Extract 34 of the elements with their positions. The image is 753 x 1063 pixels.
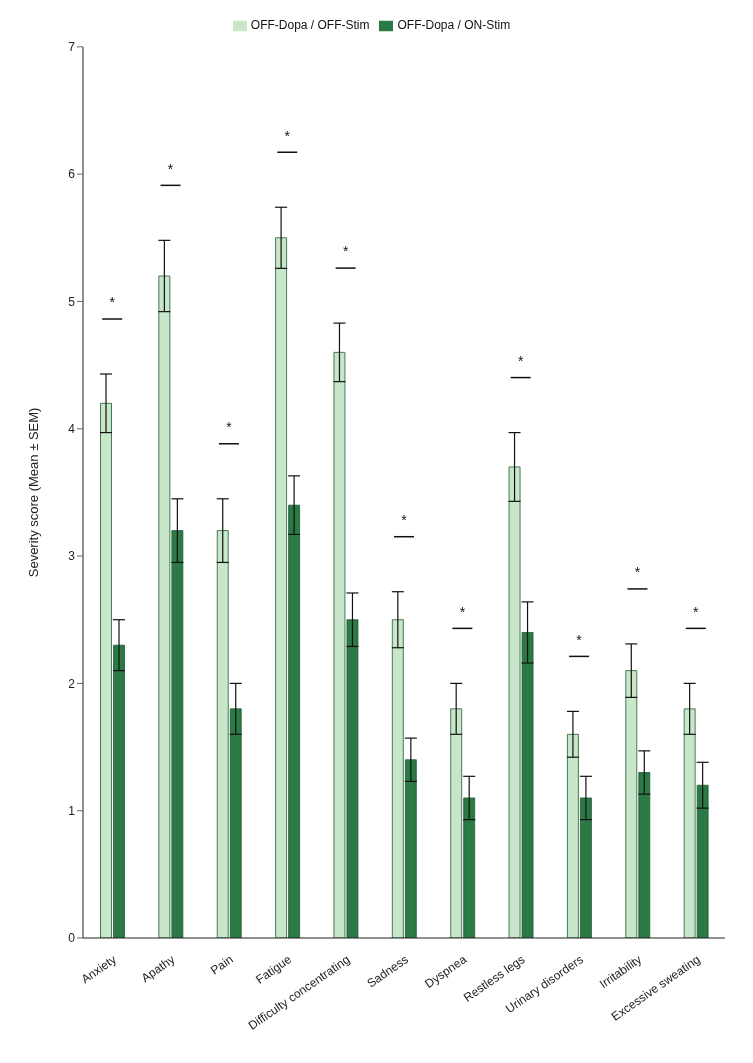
significance-bracket: * — [510, 353, 532, 379]
y-tick-label: 3 — [68, 549, 76, 564]
annotation: * — [109, 294, 116, 311]
annotation: * — [576, 631, 583, 648]
legend-label: OFF-Dopa / OFF-Stim — [250, 18, 370, 32]
significance-bracket: * — [334, 243, 357, 269]
significance-bracket: * — [276, 127, 298, 153]
annotation: * — [342, 243, 349, 260]
annotation: * — [459, 603, 466, 620]
y-tick-label: 7 — [68, 40, 76, 55]
annotation: * — [401, 512, 408, 529]
significance-bracket: * — [393, 512, 415, 538]
significance-bracket: * — [451, 603, 474, 630]
annotation: * — [693, 603, 700, 620]
y-tick-label: 0 — [68, 931, 76, 946]
annotation: * — [167, 160, 174, 177]
annotation: * — [518, 352, 524, 369]
significance-bracket: * — [626, 564, 649, 590]
x-tick-label: Pain — [207, 952, 236, 978]
y-tick-label: 2 — [68, 676, 76, 691]
significance-bracket: * — [218, 419, 240, 445]
y-tick-label: 5 — [68, 294, 76, 309]
y-tick-label: 6 — [68, 167, 76, 182]
significance-bracket: * — [159, 160, 182, 187]
annotation: * — [284, 127, 291, 144]
significance-bracket: * — [568, 631, 590, 658]
y-axis-title: Severity score (Mean ± SEM) — [25, 407, 41, 578]
significance-bracket: * — [685, 603, 707, 630]
significance-bracket: * — [101, 294, 123, 320]
annotation: * — [226, 419, 233, 436]
annotation: * — [634, 564, 641, 581]
y-tick-label: 1 — [68, 803, 76, 818]
y-tick-label: 4 — [68, 422, 76, 437]
legend-label: OFF-Dopa / ON-Stim — [397, 18, 511, 32]
